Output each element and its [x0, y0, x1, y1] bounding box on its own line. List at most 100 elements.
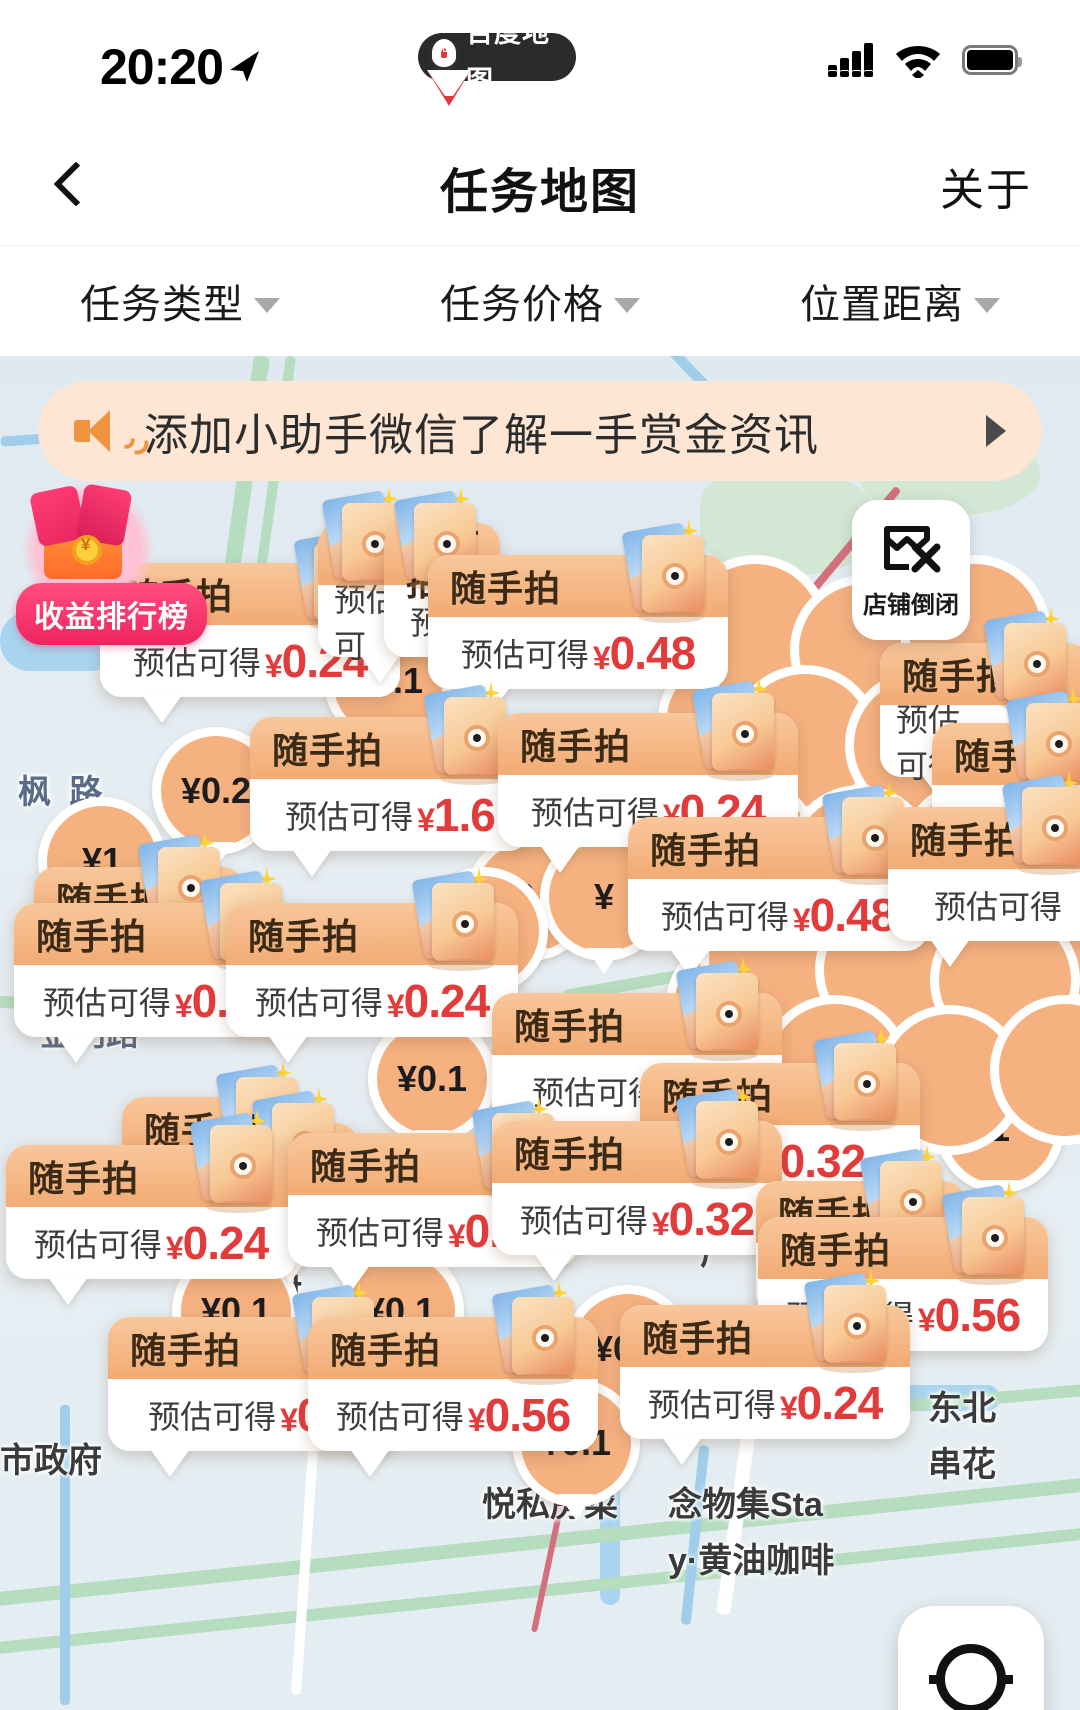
- task-map[interactable]: 枫 路金门路市政府村广悦私房菜念物集Stay·黄油咖啡东北串花道 ¥0.1¥0¥…: [0, 355, 1080, 1710]
- status-bar: 20:20 du 百度地图: [0, 0, 1080, 130]
- task-marker-reward-label: 预估可得: [532, 1075, 661, 1111]
- photo-task-icon: [621, 519, 714, 623]
- task-marker-title: 随手拍: [428, 519, 728, 623]
- task-marker-title: 随手拍: [620, 1269, 910, 1373]
- shop-closed-icon: [884, 525, 941, 572]
- filter-task-price[interactable]: 任务价格: [360, 272, 720, 330]
- task-marker-card[interactable]: 随手拍 预估可得 ¥1.6: [250, 681, 530, 877]
- wifi-icon: [896, 46, 940, 78]
- task-marker-reward-label: 预估可得: [148, 1399, 277, 1435]
- cellular-signal-icon: [828, 43, 873, 77]
- task-marker-title: 随手拍: [250, 681, 530, 785]
- task-marker-reward-label: 预估可得: [254, 985, 383, 1021]
- task-marker-tail: [56, 1035, 96, 1063]
- task-marker-reward-value: 0.48: [609, 627, 697, 679]
- map-label: 串花: [928, 1446, 996, 1484]
- photo-task-icon: [411, 867, 504, 971]
- task-marker-reward-label: 预估可得: [33, 1227, 162, 1263]
- photo-task-icon: [813, 1027, 906, 1131]
- task-marker-reward-label: 预估可得: [647, 1387, 776, 1423]
- task-marker-title: 随手拍: [492, 1085, 782, 1189]
- task-marker-tail: [142, 695, 182, 723]
- filter-bar: 任务类型 任务价格 位置距离: [0, 245, 1080, 356]
- task-marker-reward: 预估可得 ¥0.48: [628, 879, 928, 951]
- task-marker-tail: [360, 655, 400, 683]
- map-label: 念物集Sta: [668, 1486, 823, 1524]
- task-marker-title: 随手拍: [498, 677, 798, 781]
- task-marker-card[interactable]: 随手拍预估可得 ¥0.48: [428, 519, 728, 715]
- task-marker-reward: 预估可得¥0.32: [492, 1183, 782, 1255]
- task-marker-reward-amount: ¥1.6: [417, 789, 496, 841]
- filter-distance-label: 位置距离: [800, 283, 964, 327]
- filter-distance[interactable]: 位置距离: [720, 272, 1080, 330]
- task-marker-reward-label: 预估可得: [335, 1399, 464, 1435]
- chevron-down-icon: [614, 297, 640, 313]
- task-marker-tail: [662, 1437, 702, 1465]
- task-marker-reward-value: 0.32: [668, 1193, 756, 1245]
- task-marker-reward-label: 预估可得: [42, 985, 171, 1021]
- task-marker-card[interactable]: 随手拍 预估可得 ¥0.48: [628, 781, 928, 977]
- task-marker-card[interactable]: 随手拍预估可得¥0.56: [308, 1281, 598, 1477]
- task-marker-card[interactable]: 随手拍 预估可得: [888, 771, 1080, 967]
- task-marker-reward: 预估可得¥0.24: [6, 1207, 296, 1279]
- task-marker-reward-amount: ¥0.56: [917, 1289, 1021, 1341]
- photo-task-icon: [941, 1181, 1034, 1285]
- task-marker-reward-amount: ¥0.48: [792, 889, 897, 941]
- task-marker-reward-value: 0.24: [796, 1377, 884, 1429]
- photo-task-icon: [491, 1281, 584, 1385]
- task-marker-reward: 预估可得¥0.24: [226, 965, 518, 1037]
- task-marker-card[interactable]: 随手拍预估可得¥0.24: [6, 1109, 296, 1305]
- shop-closed-label: 店铺倒闭: [863, 591, 959, 619]
- status-bar-time: 20:20: [100, 39, 224, 95]
- task-marker-tail: [930, 939, 970, 967]
- task-marker-tail: [150, 1449, 190, 1477]
- task-marker-reward-amount: ¥0.24: [779, 1377, 884, 1429]
- task-marker-title: 随手拍: [308, 1281, 598, 1385]
- chevron-right-icon: [986, 415, 1006, 447]
- photo-task-icon: [189, 1109, 282, 1213]
- task-marker-reward-label: 预估可得: [660, 899, 789, 935]
- shop-closed-marker[interactable]: 店铺倒闭: [852, 500, 970, 640]
- task-marker-reward: 预估可得¥0.56: [308, 1379, 598, 1451]
- locate-me-icon: [929, 1644, 1013, 1710]
- about-button[interactable]: 关于: [940, 166, 1032, 215]
- task-marker-title: 随手拍: [226, 867, 518, 971]
- task-marker-reward-value: 0.32: [779, 1135, 867, 1187]
- baidu-du-pin-icon: du: [428, 39, 460, 75]
- task-marker-reward-label: 预估可得: [460, 637, 589, 673]
- locate-me-button[interactable]: [898, 1606, 1044, 1710]
- task-marker-reward-value: 0.56: [484, 1389, 572, 1441]
- task-marker-reward-amount: ¥0.32: [651, 1193, 756, 1245]
- photo-task-icon: [691, 677, 784, 781]
- map-label: y·黄油咖啡: [668, 1542, 835, 1580]
- status-bar-indicators: [828, 42, 1022, 78]
- task-marker-reward: 预估可得 ¥1.6: [250, 779, 530, 851]
- promo-banner-text: 添加小助手微信了解一手赏金资讯: [144, 411, 819, 460]
- task-marker-title: 随手拍: [628, 781, 928, 885]
- megaphone-icon: [74, 407, 156, 462]
- task-marker-reward-amount: ¥0.48: [592, 627, 697, 679]
- task-marker-reward-value: 0.48: [809, 889, 897, 941]
- filter-task-price-label: 任务价格: [440, 283, 604, 327]
- task-marker-reward-value: 0.24: [182, 1217, 270, 1269]
- task-marker-reward-amount: ¥0.24: [386, 975, 490, 1027]
- task-marker-card[interactable]: 随手拍预估可得¥0.32: [492, 1085, 782, 1281]
- task-marker-title: 随手拍: [6, 1109, 296, 1213]
- nav-bar: 任务地图 关于: [0, 130, 1080, 245]
- battery-full-icon: [962, 45, 1022, 75]
- promo-banner[interactable]: 添加小助手微信了解一手赏金资讯: [38, 381, 1042, 481]
- photo-task-icon: [675, 957, 768, 1061]
- chevron-down-icon: [254, 297, 280, 313]
- filter-task-type-label: 任务类型: [80, 283, 244, 327]
- task-marker-reward-amount: ¥0.56: [467, 1389, 572, 1441]
- task-marker-reward: 预估可得: [888, 869, 1080, 941]
- task-marker-tail: [534, 1253, 574, 1281]
- task-marker-title: 随手拍: [758, 1181, 1048, 1285]
- task-marker-reward-label: 预估可得: [519, 1203, 648, 1239]
- task-marker-card[interactable]: 随手拍预估可得¥0.24: [620, 1269, 910, 1465]
- filter-task-type[interactable]: 任务类型: [0, 272, 360, 330]
- earnings-ranking-button[interactable]: 收益排行榜: [16, 583, 207, 645]
- task-marker-reward-label: 预估可得: [285, 799, 414, 835]
- task-marker-tail: [292, 849, 332, 877]
- task-marker-card[interactable]: 随手拍预估可得¥0.24: [226, 867, 518, 1063]
